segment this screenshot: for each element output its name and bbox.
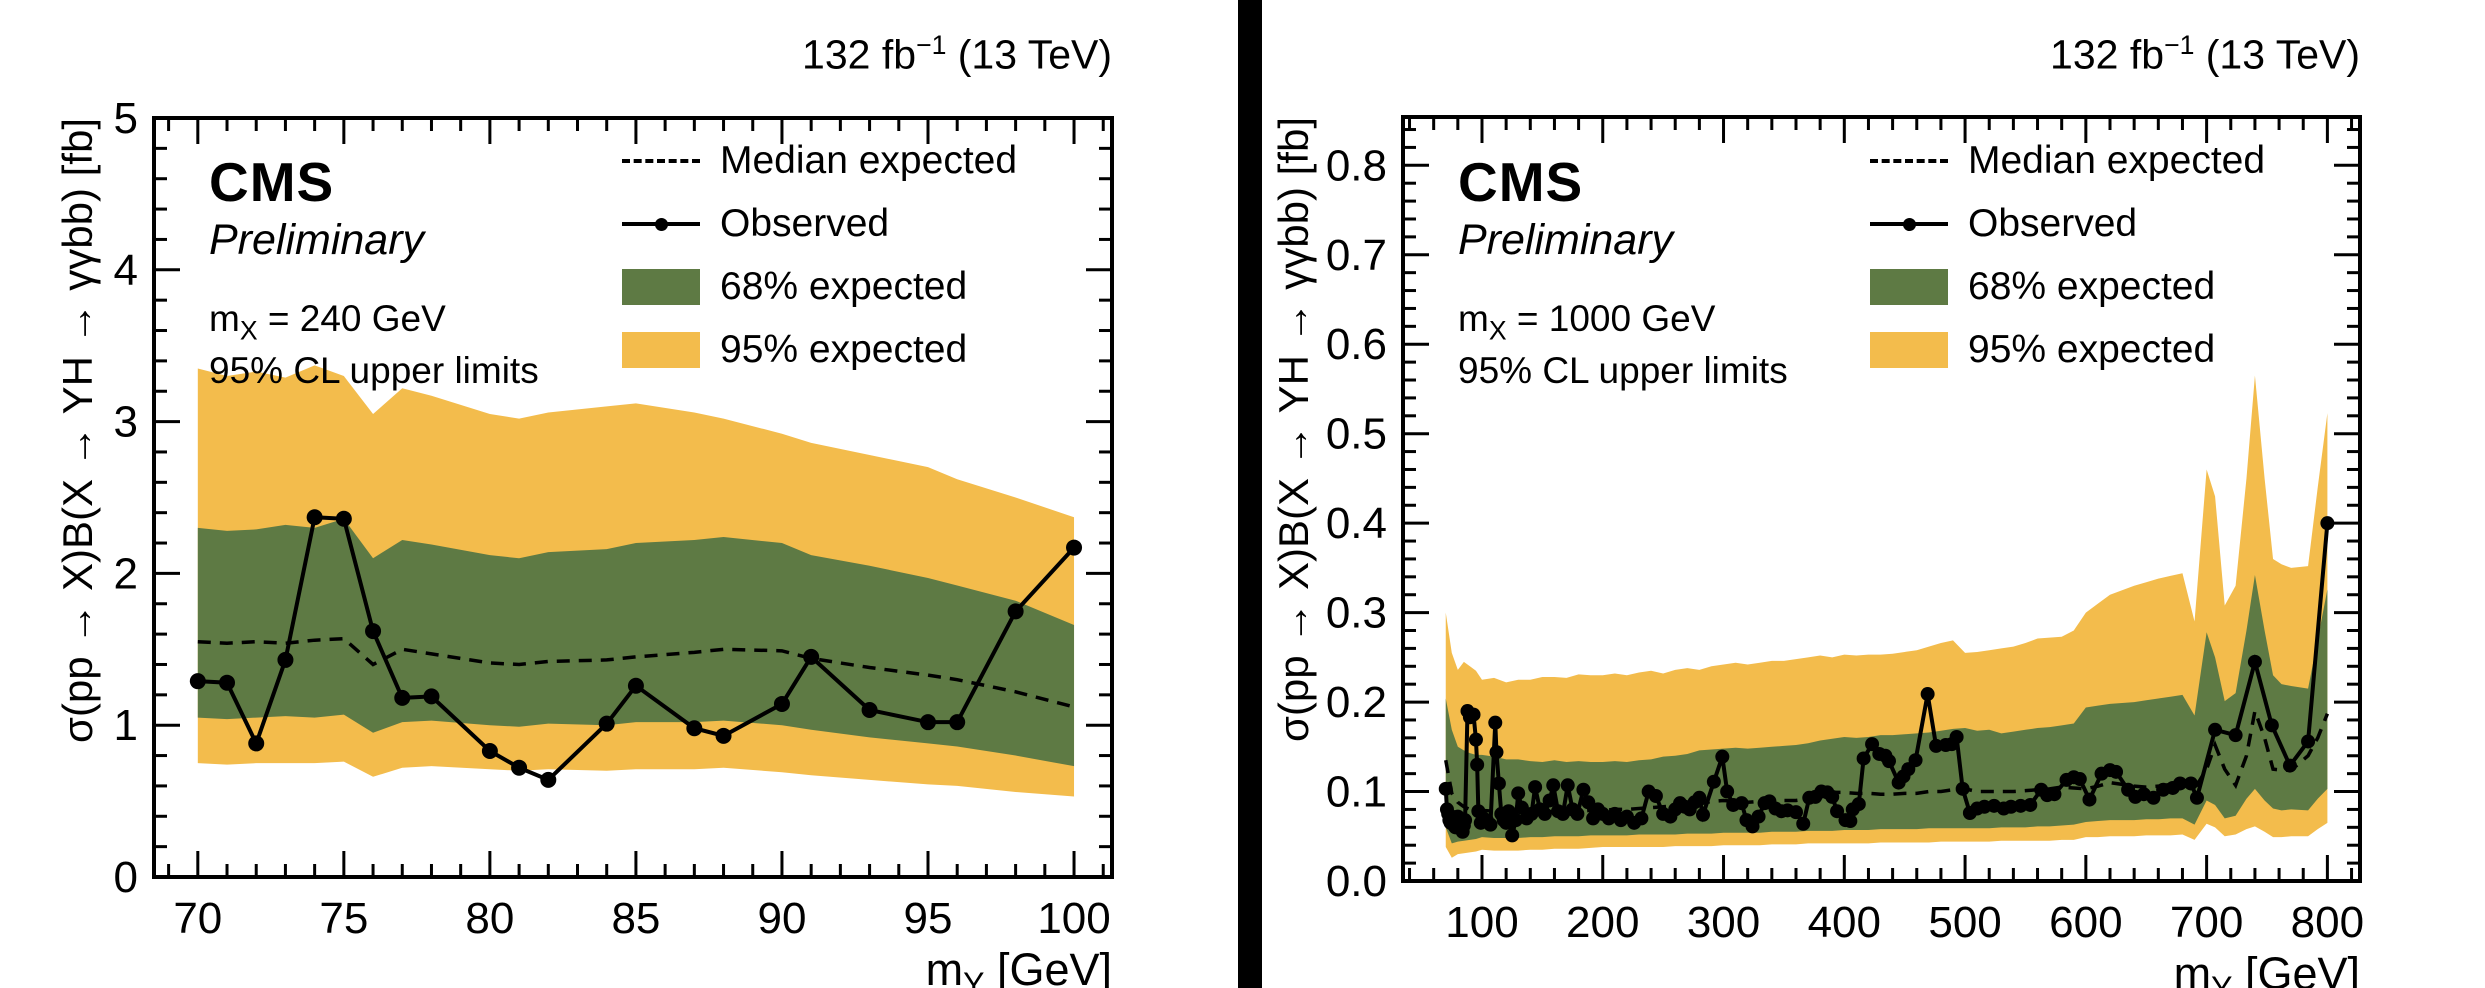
mass-label: mX = 240 GeV bbox=[209, 298, 446, 346]
svg-text:5: 5 bbox=[114, 94, 138, 143]
svg-text:70: 70 bbox=[173, 894, 222, 943]
legend-item-label: 95% expected bbox=[1968, 327, 2216, 371]
preliminary-label: Preliminary bbox=[209, 216, 425, 264]
limit-plot-mx240: 70 75 80 85 90 95 100 0 1 2 3 4 5 mY [GeV] σ(pp → X)B(… bbox=[54, 94, 1114, 988]
svg-text:500: 500 bbox=[1928, 898, 2001, 947]
plot-frame bbox=[1401, 115, 2362, 883]
legend: Median expected Observed 68% expected 95… bbox=[1870, 129, 2265, 381]
observed-marker-icon bbox=[1870, 206, 1948, 242]
svg-text:0.8: 0.8 bbox=[1326, 141, 1387, 190]
y-axis-title: σ(pp → X)B(X → YH → γγbb) [fb] bbox=[54, 118, 101, 743]
svg-text:100: 100 bbox=[1037, 894, 1110, 943]
legend: Median expected Observed 68% expected 95… bbox=[622, 129, 1017, 381]
median-expected-line bbox=[197, 636, 1075, 709]
lumi-label: 132 fb−1 (13 TeV) bbox=[2050, 30, 2360, 78]
preliminary-label: Preliminary bbox=[1458, 216, 1674, 264]
svg-text:75: 75 bbox=[319, 894, 368, 943]
lumi-label: 132 fb−1 (13 TeV) bbox=[802, 30, 1112, 78]
legend-item-observed: Observed bbox=[1870, 192, 2265, 255]
svg-text:400: 400 bbox=[1808, 898, 1881, 947]
svg-text:0.7: 0.7 bbox=[1326, 231, 1387, 280]
legend-item-observed: Observed bbox=[622, 192, 1017, 255]
svg-text:300: 300 bbox=[1687, 898, 1760, 947]
svg-text:1: 1 bbox=[114, 701, 138, 750]
observed-points bbox=[189, 509, 1083, 788]
legend-item-68: 68% expected bbox=[1870, 255, 2265, 318]
svg-text:0: 0 bbox=[114, 853, 138, 902]
svg-text:200: 200 bbox=[1566, 898, 1639, 947]
svg-text:0.3: 0.3 bbox=[1326, 589, 1387, 638]
plot-area bbox=[1438, 375, 2335, 858]
svg-text:3: 3 bbox=[114, 398, 138, 447]
svg-text:2: 2 bbox=[114, 549, 138, 598]
cms-label: CMS bbox=[1458, 151, 1584, 213]
svg-text:85: 85 bbox=[611, 894, 660, 943]
svg-text:700: 700 bbox=[2170, 898, 2243, 947]
band-95-swatch bbox=[622, 331, 700, 368]
svg-text:800: 800 bbox=[2291, 898, 2364, 947]
y-axis-title: σ(pp → X)B(X → YH → γγbb) [fb] bbox=[1270, 117, 1317, 742]
legend-item-median: Median expected bbox=[1870, 129, 2265, 192]
svg-text:80: 80 bbox=[465, 894, 514, 943]
svg-text:0.1: 0.1 bbox=[1326, 768, 1387, 817]
median-line-icon bbox=[622, 143, 700, 179]
legend-item-label: 68% expected bbox=[720, 264, 968, 308]
plot-frame bbox=[152, 116, 1114, 879]
cms-label: CMS bbox=[209, 151, 335, 213]
observed-marker-icon bbox=[622, 206, 700, 242]
median-line-icon bbox=[1870, 143, 1948, 179]
legend-item-label: 95% expected bbox=[720, 327, 968, 371]
axis-ticks bbox=[1403, 117, 2360, 883]
legend-item-95: 95% expected bbox=[622, 318, 1017, 381]
panel-divider bbox=[1238, 0, 1262, 988]
svg-text:100: 100 bbox=[1445, 898, 1518, 947]
svg-text:95: 95 bbox=[904, 894, 953, 943]
svg-text:90: 90 bbox=[757, 894, 806, 943]
band-68-swatch bbox=[622, 268, 700, 305]
limits-label: 95% CL upper limits bbox=[1458, 350, 1788, 391]
tick-labels: 100 200 300 400 500 600 700 800 0.0 0.1 0.2 0.3 0.4 0… bbox=[1326, 141, 2364, 947]
band-68-swatch bbox=[1870, 268, 1948, 305]
legend-item-label: Median expected bbox=[1968, 138, 2266, 182]
band-95-swatch bbox=[1870, 331, 1948, 368]
plot-area bbox=[189, 365, 1083, 797]
svg-text:0.0: 0.0 bbox=[1326, 857, 1387, 906]
legend-item-median: Median expected bbox=[622, 129, 1017, 192]
svg-text:0.6: 0.6 bbox=[1326, 320, 1387, 369]
limits-label: 95% CL upper limits bbox=[209, 350, 539, 391]
x-axis-title: mY [GeV] bbox=[2174, 948, 2360, 988]
svg-text:0.5: 0.5 bbox=[1326, 410, 1387, 459]
legend-item-68: 68% expected bbox=[622, 255, 1017, 318]
legend-item-label: 68% expected bbox=[1968, 264, 2216, 308]
tick-labels: 70 75 80 85 90 95 100 0 1 2 3 4 5 bbox=[114, 94, 1111, 943]
legend-item-95: 95% expected bbox=[1870, 318, 2265, 381]
limit-plot-mx1000: 100 200 300 400 500 600 700 800 0.0 0.1 0.2 0.3 0.4 0… bbox=[1270, 115, 2364, 988]
observed-points bbox=[1438, 516, 2335, 843]
x-axis-title: mY [GeV] bbox=[926, 944, 1112, 988]
svg-text:4: 4 bbox=[114, 246, 138, 295]
legend-item-label: Median expected bbox=[720, 138, 1018, 182]
svg-text:600: 600 bbox=[2049, 898, 2122, 947]
band-68-area bbox=[197, 518, 1075, 767]
axis-ticks bbox=[154, 116, 1112, 879]
legend-item-label: Observed bbox=[1968, 201, 2138, 245]
mass-label: mX = 1000 GeV bbox=[1458, 298, 1716, 346]
svg-text:0.2: 0.2 bbox=[1326, 678, 1387, 727]
legend-item-label: Observed bbox=[720, 201, 890, 245]
svg-text:0.4: 0.4 bbox=[1326, 499, 1387, 548]
